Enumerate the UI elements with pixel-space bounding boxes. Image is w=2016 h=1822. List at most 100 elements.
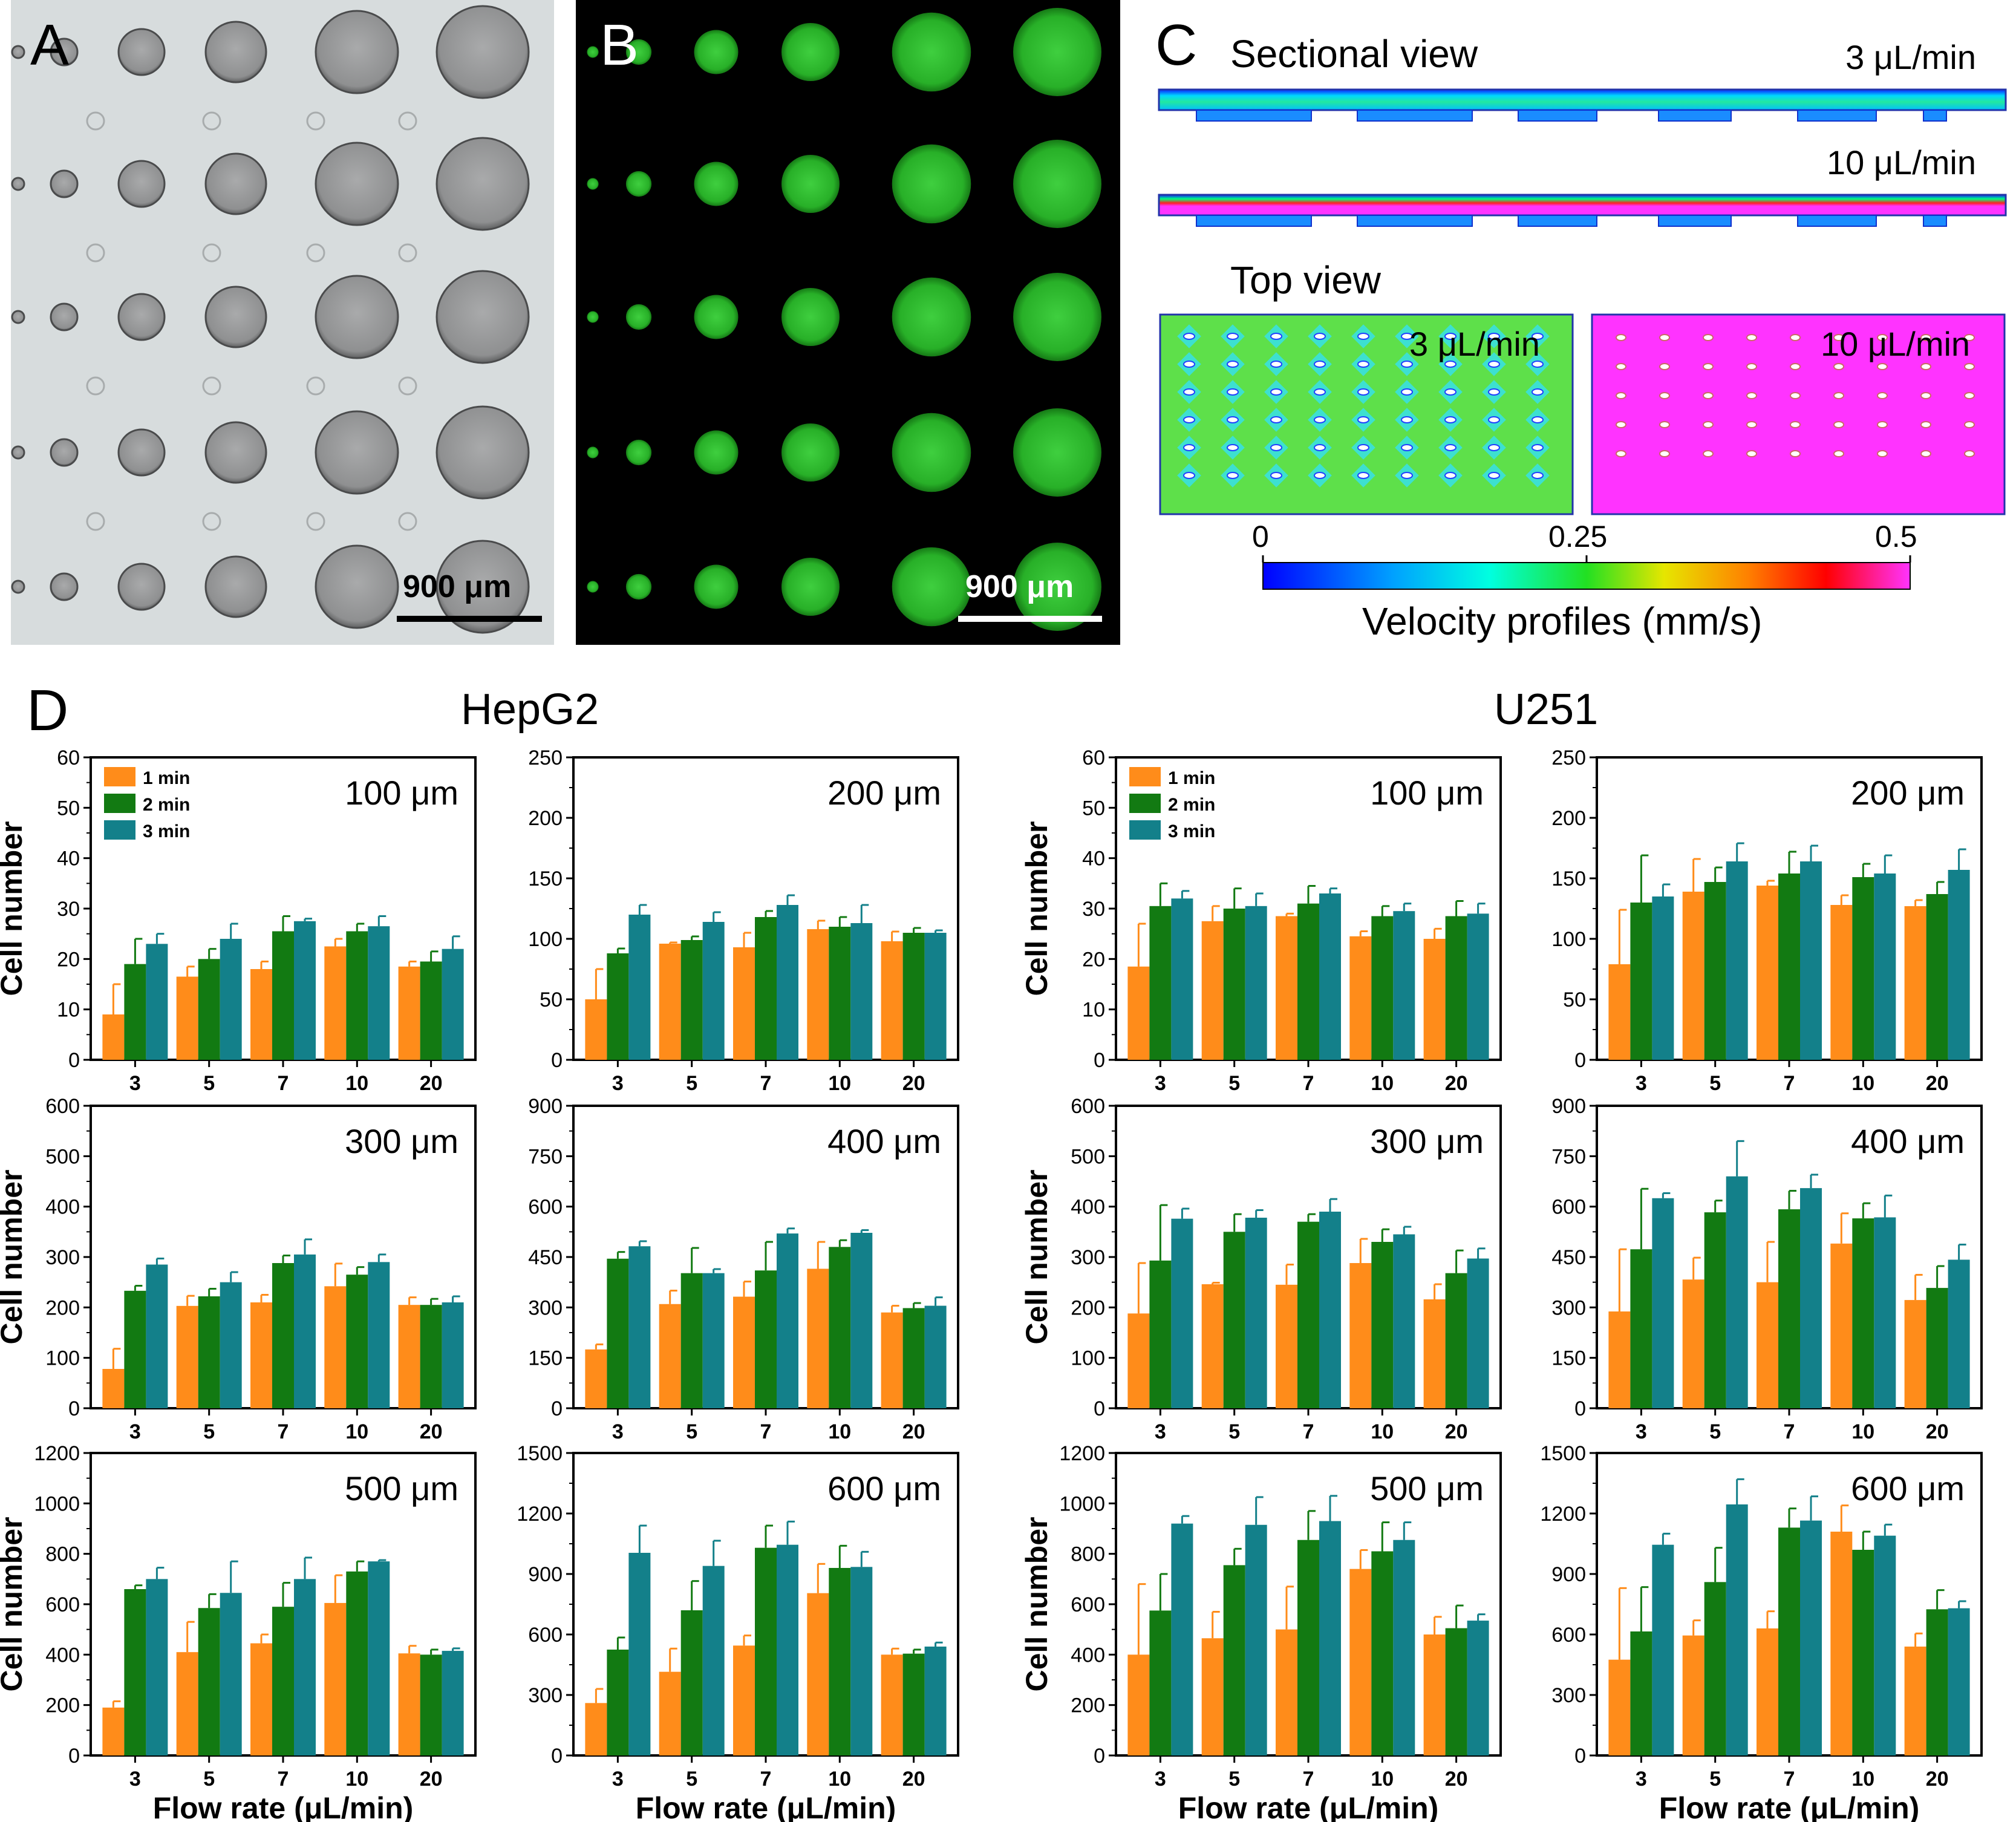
y-tick-label: 300 xyxy=(1551,1684,1586,1707)
bar xyxy=(1948,870,1970,1060)
fluorescent-spheroid xyxy=(1013,408,1101,497)
x-axis-label: Flow rate (μL/min) xyxy=(153,1791,414,1822)
bar xyxy=(881,1654,903,1755)
well-marker xyxy=(1227,472,1239,479)
chart-title: 600 μm xyxy=(1851,1469,1965,1507)
sectional-rate-low: 3 μL/min xyxy=(1845,38,1976,76)
well-marker xyxy=(1877,363,1888,370)
well-cross-section xyxy=(1518,109,1597,122)
group-title-hepg2: HepG2 xyxy=(461,685,599,734)
bar xyxy=(1371,916,1394,1060)
fluorescent-spheroid xyxy=(892,547,971,627)
chart-hepg2-300um: 0 100 200 300 400 500 600 3 5 7 10 20 300 μm Cell num… xyxy=(0,1095,477,1443)
x-tick-label: 7 xyxy=(1784,1072,1795,1095)
bar xyxy=(607,1650,629,1755)
well-marker xyxy=(1401,361,1413,368)
bar xyxy=(176,1305,198,1408)
y-tick-label: 900 xyxy=(528,1563,563,1586)
legend-label: 1 min xyxy=(143,768,190,788)
fluorescent-spheroid xyxy=(694,430,739,475)
micro-well xyxy=(306,243,325,263)
bar xyxy=(807,929,829,1060)
y-tick-label: 600 xyxy=(45,1095,80,1118)
y-tick-label: 900 xyxy=(1551,1095,1586,1118)
bar xyxy=(924,1647,947,1755)
bar xyxy=(850,1567,873,1755)
bar xyxy=(146,1579,168,1755)
bar xyxy=(1127,1313,1150,1408)
x-tick-label: 10 xyxy=(828,1072,851,1095)
well-marker xyxy=(1659,421,1670,428)
fluorescent-spheroid xyxy=(781,155,840,213)
bar xyxy=(1467,1258,1489,1408)
colorbar-label: Velocity profiles (mm/s) xyxy=(1362,599,1763,643)
bar xyxy=(198,1296,220,1408)
x-tick-label: 20 xyxy=(1926,1768,1949,1791)
well-marker xyxy=(1444,472,1457,479)
x-tick-label: 7 xyxy=(760,1420,772,1443)
bar xyxy=(324,1286,347,1408)
y-tick-label: 1000 xyxy=(1059,1492,1105,1515)
x-tick-label: 7 xyxy=(278,1072,289,1095)
x-tick-label: 3 xyxy=(612,1072,624,1095)
bar xyxy=(1726,1504,1748,1755)
channel xyxy=(1158,88,2007,111)
fluorescent-spheroid xyxy=(694,564,739,609)
y-tick-label: 30 xyxy=(57,898,80,921)
y-tick-label: 400 xyxy=(45,1644,80,1667)
bar xyxy=(1904,1647,1926,1755)
well-marker xyxy=(1270,416,1282,423)
x-tick-label: 7 xyxy=(1303,1420,1314,1443)
spheroid xyxy=(435,5,530,99)
y-tick-label: 200 xyxy=(528,807,563,830)
x-tick-label: 7 xyxy=(1303,1072,1314,1095)
well-marker xyxy=(1746,421,1757,428)
x-tick-label: 10 xyxy=(828,1768,851,1791)
well-marker xyxy=(1270,472,1282,479)
legend-label: 2 min xyxy=(143,795,190,815)
bar xyxy=(442,1302,464,1408)
y-tick-label: 250 xyxy=(528,746,563,769)
bar xyxy=(628,1246,651,1408)
well-marker xyxy=(1616,392,1626,399)
bar xyxy=(1393,1540,1415,1755)
bar xyxy=(1800,861,1822,1060)
x-tick-label: 10 xyxy=(345,1420,368,1443)
chart-title: 100 μm xyxy=(1370,774,1484,812)
spheroid xyxy=(50,302,79,331)
well-marker xyxy=(1833,450,1844,457)
well-marker xyxy=(1183,472,1195,479)
bar xyxy=(1778,1527,1800,1755)
bar xyxy=(680,1273,703,1408)
bar xyxy=(680,1610,703,1755)
y-axis-label: Cell number xyxy=(1020,1517,1054,1692)
bar xyxy=(607,953,629,1060)
x-tick-label: 10 xyxy=(1851,1072,1874,1095)
spheroid xyxy=(11,177,25,191)
bar xyxy=(346,1275,368,1408)
bar xyxy=(829,1568,851,1755)
fluorescence-micrograph xyxy=(576,0,1120,645)
well-marker xyxy=(1401,444,1413,451)
spheroid xyxy=(117,160,166,208)
bar xyxy=(1297,1221,1319,1408)
bar xyxy=(755,1270,777,1408)
sectional-view-title: Sectional view xyxy=(1230,32,1478,76)
spheroid xyxy=(315,544,399,629)
x-tick-label: 7 xyxy=(760,1072,772,1095)
fluorescent-spheroid xyxy=(781,558,840,616)
micro-well xyxy=(398,512,417,531)
bar xyxy=(1757,1282,1778,1408)
x-tick-label: 5 xyxy=(1228,1072,1240,1095)
y-tick-label: 10 xyxy=(57,999,80,1022)
bar xyxy=(176,976,198,1060)
y-tick-label: 1500 xyxy=(517,1442,563,1465)
y-tick-label: 60 xyxy=(1082,746,1105,769)
well-marker xyxy=(1357,472,1369,479)
y-tick-label: 1500 xyxy=(1540,1442,1586,1465)
y-tick-label: 200 xyxy=(1551,807,1586,830)
well-marker xyxy=(1877,450,1888,457)
spheroid xyxy=(315,142,399,226)
y-tick-label: 0 xyxy=(551,1397,563,1420)
bar xyxy=(1948,1259,1970,1408)
